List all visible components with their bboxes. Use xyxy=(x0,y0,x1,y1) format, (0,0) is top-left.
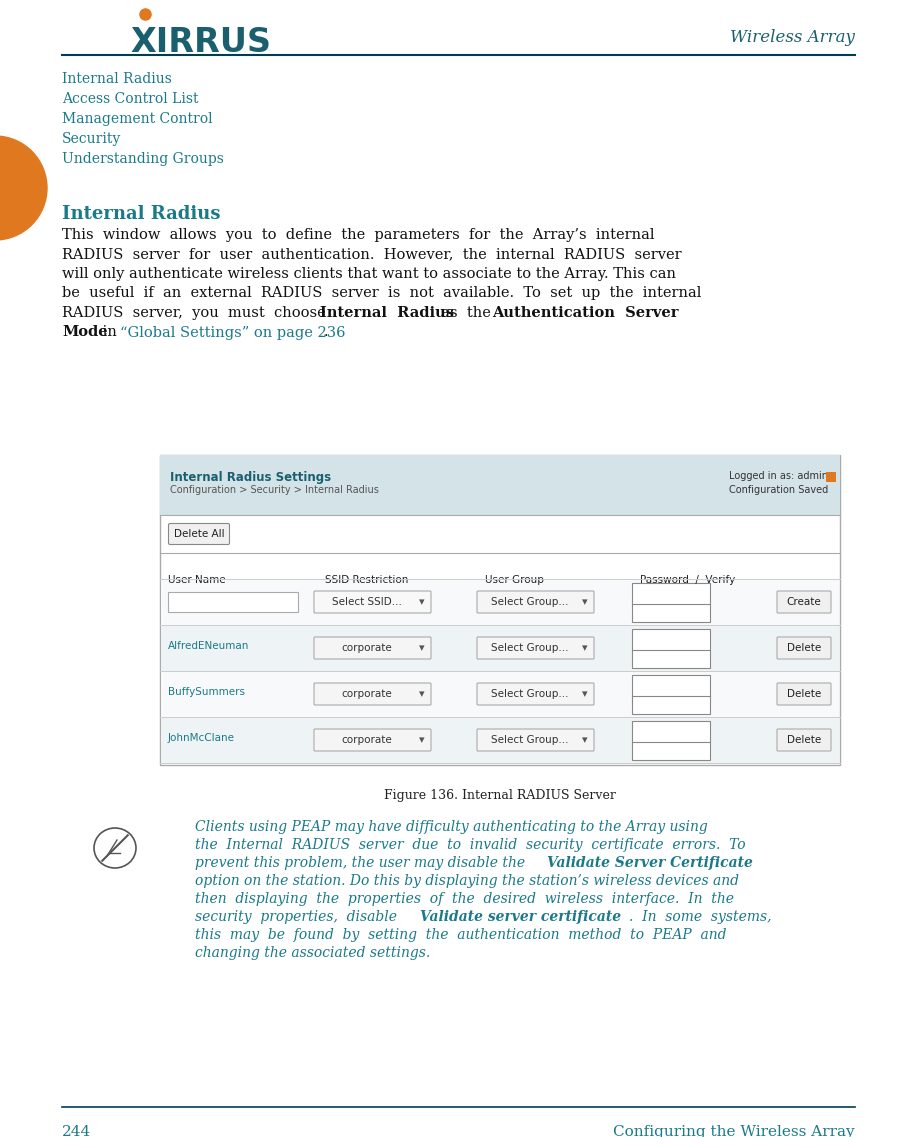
Text: RADIUS  server,  you  must  choose: RADIUS server, you must choose xyxy=(62,306,331,319)
Text: .: . xyxy=(324,325,329,340)
Text: corporate: corporate xyxy=(341,689,392,699)
Circle shape xyxy=(0,136,47,240)
FancyBboxPatch shape xyxy=(160,455,840,765)
Text: 244: 244 xyxy=(62,1124,91,1137)
Text: XIRRUS: XIRRUS xyxy=(130,25,271,58)
FancyBboxPatch shape xyxy=(477,729,594,752)
Text: Select SSID...: Select SSID... xyxy=(332,597,402,607)
Text: JohnMcClane: JohnMcClane xyxy=(168,733,235,742)
Text: corporate: corporate xyxy=(341,735,392,745)
Text: Delete: Delete xyxy=(787,735,821,745)
Text: as  the: as the xyxy=(432,306,500,319)
Text: User Group: User Group xyxy=(485,575,544,586)
Text: Delete All: Delete All xyxy=(174,529,224,539)
Text: option on the station. Do this by displaying the station’s wireless devices and: option on the station. Do this by displa… xyxy=(195,874,739,888)
Text: AlfredENeuman: AlfredENeuman xyxy=(168,641,250,652)
Text: Understanding Groups: Understanding Groups xyxy=(62,152,223,166)
FancyBboxPatch shape xyxy=(168,523,230,545)
Text: Delete: Delete xyxy=(787,689,821,699)
Text: Mode: Mode xyxy=(62,325,107,340)
Text: corporate: corporate xyxy=(341,644,392,653)
FancyBboxPatch shape xyxy=(314,729,431,752)
Text: Validate Server Certificate: Validate Server Certificate xyxy=(547,856,753,870)
FancyBboxPatch shape xyxy=(168,592,298,612)
Text: This  window  allows  you  to  define  the  parameters  for  the  Array’s  inter: This window allows you to define the par… xyxy=(62,229,654,242)
Text: Logged in as: admin: Logged in as: admin xyxy=(729,471,828,481)
Text: in: in xyxy=(98,325,122,340)
Text: ▾: ▾ xyxy=(419,735,424,745)
Text: User Name: User Name xyxy=(168,575,225,586)
Text: ▾: ▾ xyxy=(582,689,587,699)
FancyBboxPatch shape xyxy=(632,721,710,760)
Text: the  Internal  RADIUS  server  due  to  invalid  security  certificate  errors. : the Internal RADIUS server due to invali… xyxy=(195,838,746,852)
FancyBboxPatch shape xyxy=(777,591,831,613)
Text: prevent this problem, the user may disable the: prevent this problem, the user may disab… xyxy=(195,856,530,870)
Text: ▾: ▾ xyxy=(419,689,424,699)
FancyBboxPatch shape xyxy=(632,629,710,667)
FancyBboxPatch shape xyxy=(477,591,594,613)
Text: Security: Security xyxy=(62,132,122,146)
FancyBboxPatch shape xyxy=(160,455,840,515)
Text: Configuration > Security > Internal Radius: Configuration > Security > Internal Radi… xyxy=(170,485,379,495)
FancyBboxPatch shape xyxy=(777,683,831,705)
Text: Internal Radius: Internal Radius xyxy=(62,72,172,86)
Bar xyxy=(161,671,839,717)
Text: ▾: ▾ xyxy=(419,597,424,607)
Text: “Global Settings” on page 236: “Global Settings” on page 236 xyxy=(120,325,345,340)
Text: Password  /  Verify: Password / Verify xyxy=(640,575,735,586)
Text: Internal  Radius: Internal Radius xyxy=(320,306,454,319)
FancyBboxPatch shape xyxy=(477,637,594,659)
Text: Select Group...: Select Group... xyxy=(491,735,569,745)
Text: Wireless Array: Wireless Array xyxy=(730,30,855,47)
Text: will only authenticate wireless clients that want to associate to the Array. Thi: will only authenticate wireless clients … xyxy=(62,267,676,281)
Text: Internal Radius: Internal Radius xyxy=(62,205,221,223)
Bar xyxy=(161,579,839,625)
Text: BuffySummers: BuffySummers xyxy=(168,687,245,697)
Text: Configuration Saved: Configuration Saved xyxy=(729,485,828,495)
Text: RADIUS  server  for  user  authentication.  However,  the  internal  RADIUS  ser: RADIUS server for user authentication. H… xyxy=(62,248,682,262)
Text: ▾: ▾ xyxy=(582,597,587,607)
Bar xyxy=(161,717,839,763)
Text: ▾: ▾ xyxy=(582,735,587,745)
FancyBboxPatch shape xyxy=(477,683,594,705)
Text: SSID Restriction: SSID Restriction xyxy=(325,575,408,586)
Text: be  useful  if  an  external  RADIUS  server  is  not  available.  To  set  up  : be useful if an external RADIUS server i… xyxy=(62,287,701,300)
Text: Figure 136. Internal RADIUS Server: Figure 136. Internal RADIUS Server xyxy=(384,789,616,802)
Bar xyxy=(826,472,836,482)
Text: Create: Create xyxy=(787,597,822,607)
Text: then  displaying  the  properties  of  the  desired  wireless  interface.  In  t: then displaying the properties of the de… xyxy=(195,893,734,906)
Text: Select Group...: Select Group... xyxy=(491,689,569,699)
Text: Configuring the Wireless Array: Configuring the Wireless Array xyxy=(614,1124,855,1137)
Text: this  may  be  found  by  setting  the  authentication  method  to  PEAP  and: this may be found by setting the authent… xyxy=(195,928,726,941)
Text: Delete: Delete xyxy=(787,644,821,653)
Bar xyxy=(161,625,839,671)
Text: .  In  some  systems,: . In some systems, xyxy=(629,910,771,924)
FancyBboxPatch shape xyxy=(632,582,710,622)
Text: ▾: ▾ xyxy=(419,644,424,653)
Text: ▾: ▾ xyxy=(582,644,587,653)
Text: Authentication  Server: Authentication Server xyxy=(492,306,678,319)
FancyBboxPatch shape xyxy=(314,637,431,659)
Text: Select Group...: Select Group... xyxy=(491,644,569,653)
FancyBboxPatch shape xyxy=(314,683,431,705)
Text: Management Control: Management Control xyxy=(62,113,213,126)
Text: Validate server certificate: Validate server certificate xyxy=(420,910,621,924)
FancyBboxPatch shape xyxy=(777,637,831,659)
FancyBboxPatch shape xyxy=(777,729,831,752)
FancyBboxPatch shape xyxy=(632,674,710,714)
FancyBboxPatch shape xyxy=(314,591,431,613)
Text: changing the associated settings.: changing the associated settings. xyxy=(195,946,431,960)
Text: Access Control List: Access Control List xyxy=(62,92,198,106)
Text: Clients using PEAP may have difficulty authenticating to the Array using: Clients using PEAP may have difficulty a… xyxy=(195,820,708,835)
Text: security  properties,  disable: security properties, disable xyxy=(195,910,401,924)
Text: Select Group...: Select Group... xyxy=(491,597,569,607)
Text: Internal Radius Settings: Internal Radius Settings xyxy=(170,471,332,484)
